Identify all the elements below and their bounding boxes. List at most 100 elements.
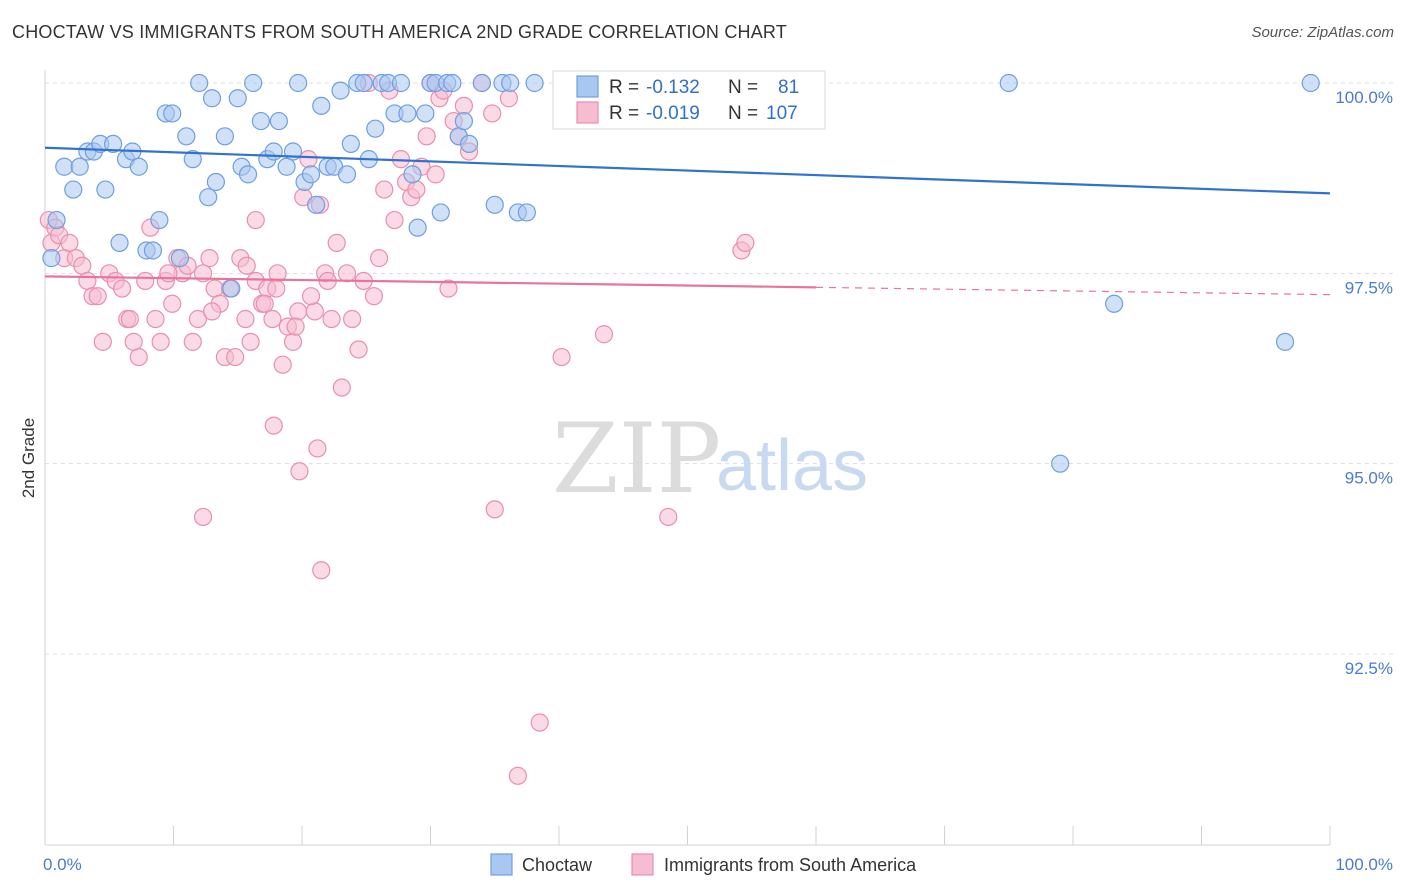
immigrants-point-10 [88,287,107,306]
legend-r-label-1: R = [609,77,639,98]
immigrants-point-11 [93,332,112,351]
immigrants-point-93 [594,325,614,344]
choctaw-point-16 [150,210,169,230]
choctaw-point-4 [70,157,89,176]
watermark-atlas: atlas [716,426,868,506]
immigrants-point-18 [136,271,155,291]
choctaw-point-22 [190,73,209,93]
immigrants-point-82 [483,104,502,123]
immigrants-point-91 [508,766,527,785]
legend-n-label-1: N = [728,77,758,98]
choctaw-point-68 [472,73,491,93]
immigrants-point-62 [370,249,389,268]
immigrants-point-63 [375,180,394,199]
choctaw-point-71 [501,73,520,93]
immigrants-point-76 [439,279,458,298]
choctaw-point-40 [301,165,321,184]
immigrants-point-37 [236,309,255,329]
immigrants-point-44 [273,355,292,374]
immigrants-point-61 [364,287,384,306]
choctaw-point-35 [269,111,288,131]
immigrants-point-28 [188,309,208,329]
immigrants-point-31 [205,279,224,298]
choctaw-point-69 [485,195,504,214]
y-axis-title: 2nd Grade [19,418,38,498]
immigrants-point-35 [226,347,245,367]
choctaw-point-31 [244,73,263,93]
choctaw-point-19 [170,249,190,268]
immigrants-point-16 [124,332,143,351]
immigrants-point-8 [78,271,97,291]
choctaw-point-25 [202,89,222,108]
immigrants-point-14 [112,279,132,298]
x-tick-labels: 0.0% 100.0% [43,855,1393,874]
choctaw-point-42 [312,96,331,115]
source-label: Source: ZipAtlas.com [1251,24,1394,41]
immigrants-point-23 [163,294,182,313]
choctaw-point-67 [459,134,479,154]
immigrants-point-47 [289,302,308,321]
immigrants-point-20 [146,309,165,329]
immigrants-point-85 [290,462,309,481]
watermark-zip: ZIP [552,403,721,515]
immigrants-point-100 [237,256,256,275]
legend-n-value-1: 81 [778,77,799,98]
choctaw-point-24 [206,172,226,192]
immigrants-point-103 [267,279,286,298]
choctaw-point-55 [391,73,411,93]
immigrants-point-46 [283,332,303,351]
choctaw-point-57 [403,165,422,184]
choctaw-point-80 [1301,73,1320,93]
immigrants-point-102 [255,294,274,313]
choctaw-point-74 [525,73,544,93]
immigrants-point-71 [417,127,436,146]
bottom-legend-choctaw: Choctaw [522,855,593,875]
choctaw-point-51 [366,119,385,138]
choctaw-point-1 [47,210,66,230]
watermark: ZIP atlas [552,403,868,515]
choctaw-point-73 [517,203,536,222]
choctaw-point-15 [143,241,163,260]
choctaw-point-9 [104,134,123,154]
choctaw-point-20 [177,127,196,146]
choctaw-point-45 [331,81,350,100]
trend-line-immigrants [44,275,817,289]
immigrants-point-5 [60,233,79,252]
legend-r-value-1: -0.132 [646,77,700,98]
choctaw-point-41 [307,195,326,214]
bottom-legend-immigrants: Immigrants from South America [664,855,917,875]
immigrants-point-27 [183,332,202,351]
y-tick-label-1: 95.0% [1345,469,1393,488]
immigrants-point-73 [426,165,445,184]
y-tick-label-0: 92.5% [1345,659,1393,678]
series-choctaw-points [42,73,1320,473]
choctaw-point-56 [398,104,417,123]
choctaw-point-18 [163,104,182,123]
choctaw-point-28 [228,89,247,108]
stats-legend: R = -0.132 N = 81 R = -0.019 N = 107 [552,70,826,130]
immigrants-point-94 [659,507,678,527]
immigrants-point-88 [193,507,213,527]
choctaw-point-32 [251,111,270,131]
y-tick-labels: 92.5% 95.0% 97.5% 100.0% [1335,88,1393,678]
trend-lines [44,146,1331,296]
chart-title: CHOCTAW VS IMMIGRANTS FROM SOUTH AMERICA… [12,22,787,42]
immigrants-point-96 [736,233,755,252]
choctaw-point-38 [289,73,308,93]
immigrants-point-56 [337,264,357,283]
choctaw-point-62 [431,203,450,222]
choctaw-point-49 [354,73,373,93]
immigrants-point-65 [385,210,404,230]
immigrants-point-89 [485,500,504,519]
choctaw-point-66 [454,111,474,131]
choctaw-point-46 [337,165,357,184]
choctaw-point-21 [183,150,202,169]
immigrants-point-53 [322,309,341,329]
immigrants-point-90 [530,713,549,732]
immigrants-point-58 [349,340,368,359]
immigrants-point-55 [332,378,351,397]
choctaw-point-23 [199,188,218,207]
immigrants-point-83 [499,89,518,108]
series-legend: Choctaw Immigrants from South America [490,853,917,876]
